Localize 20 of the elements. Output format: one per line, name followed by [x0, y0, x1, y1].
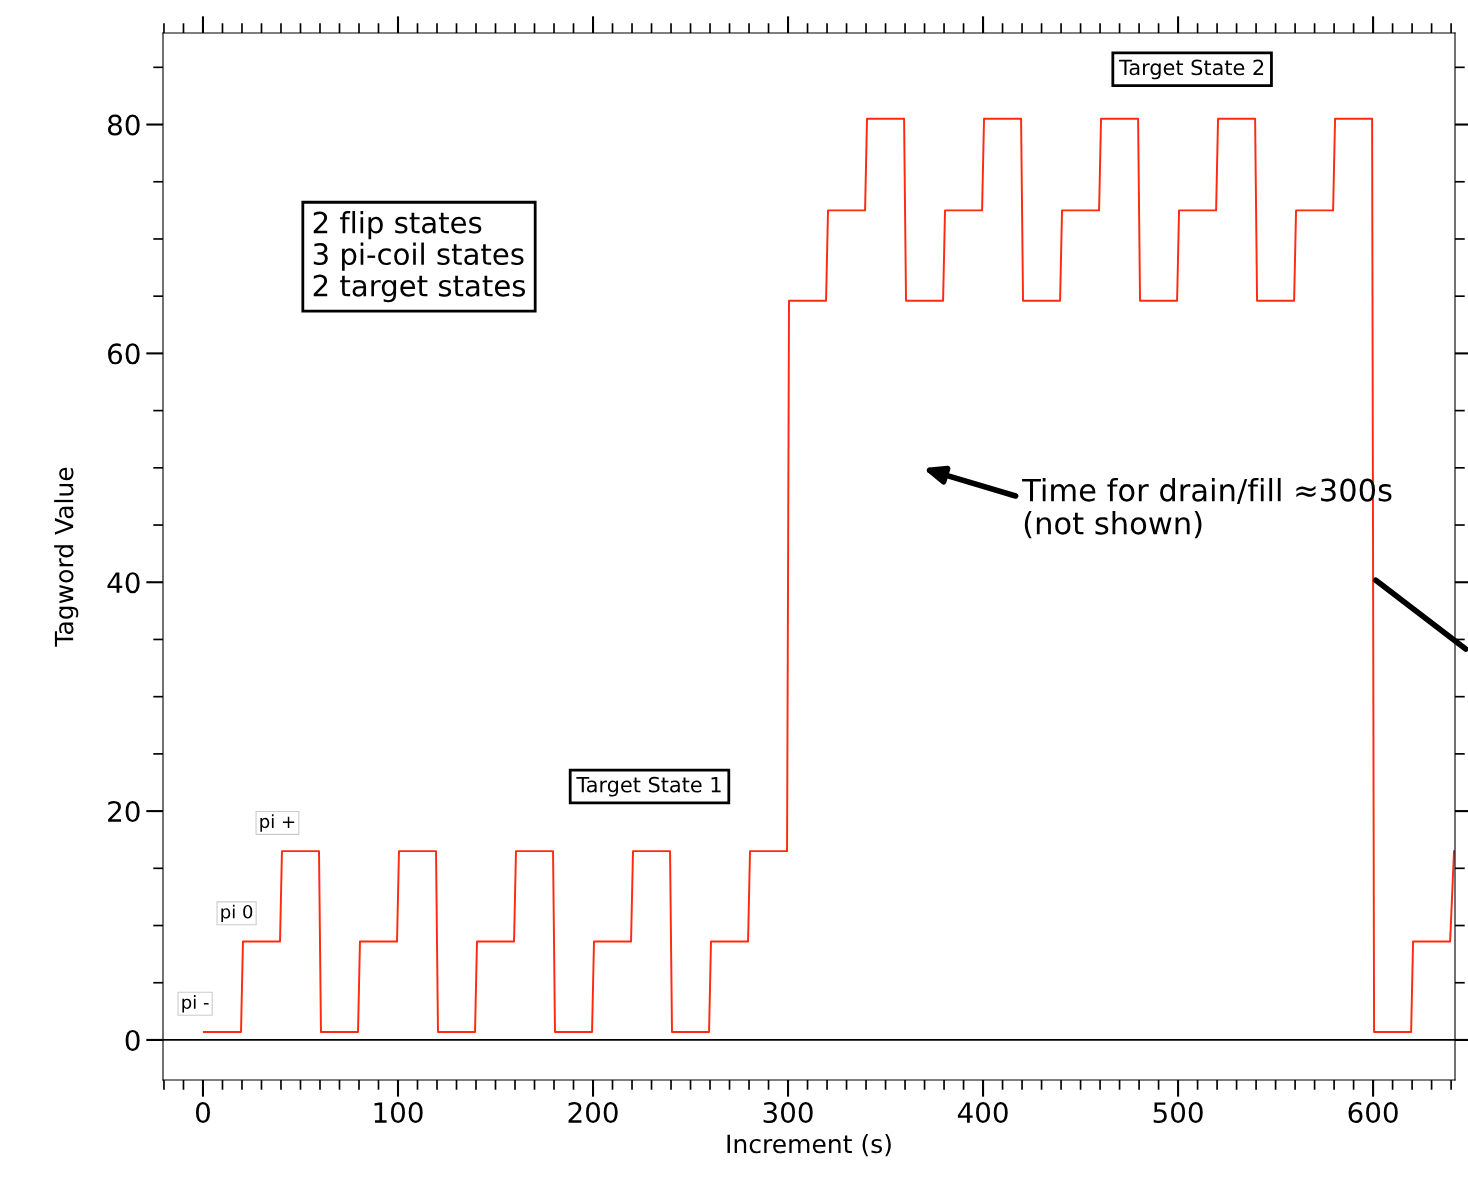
x-tick-label: 400	[957, 1102, 1008, 1124]
y-tick-label: 20	[108, 801, 140, 823]
y-tick-label: 80	[108, 114, 140, 136]
annotation: pi 0	[221, 904, 253, 923]
x-axis-title: Increment (s)	[727, 1133, 891, 1157]
annotation: Target State 1	[576, 776, 721, 797]
x-tick-label: 100	[374, 1102, 423, 1124]
x-tick-label: 200	[568, 1102, 618, 1124]
x-tick-label: 600	[1348, 1102, 1398, 1124]
annotation: pi +	[260, 814, 295, 832]
annotation: pi -	[182, 995, 209, 1013]
y-tick-label: 0	[125, 1029, 140, 1051]
y-tick-label: 40	[107, 572, 140, 594]
annotation: Target State 2	[1119, 59, 1264, 80]
y-axis-title: Tagword Value	[54, 467, 79, 647]
x-tick-label: 500	[1153, 1102, 1203, 1124]
x-tick-label: 0	[195, 1102, 210, 1124]
x-tick-label: 300	[763, 1102, 813, 1124]
y-tick-label: 60	[108, 343, 140, 365]
annotation: 2 flip states 3 pi-coil states 2 target states	[313, 210, 526, 303]
